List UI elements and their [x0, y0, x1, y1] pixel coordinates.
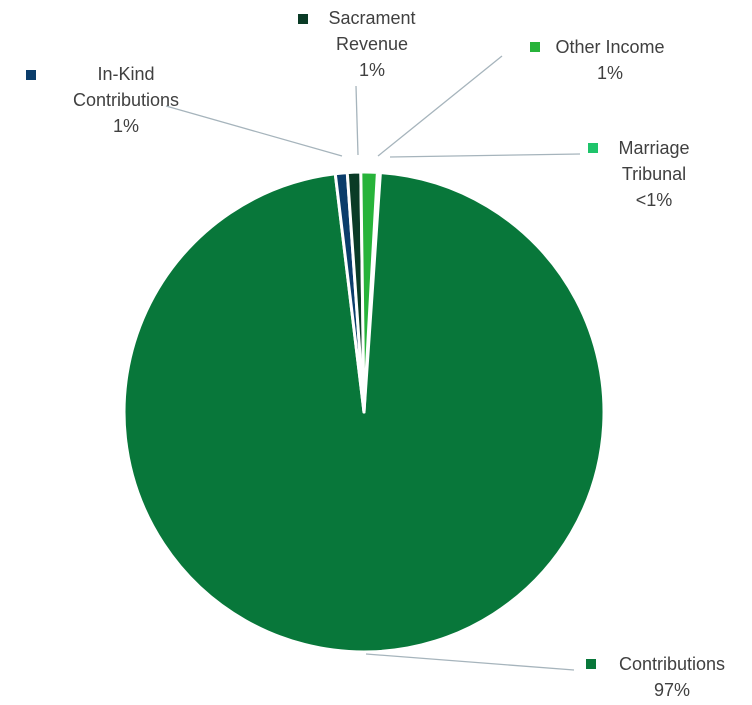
data-label-line: Contributions — [619, 654, 725, 674]
leader-line-sacrament-revenue — [355, 85, 359, 156]
data-label-line: In-Kind — [97, 64, 154, 84]
legend-marker-sacrament-revenue — [298, 14, 308, 24]
data-label-other-income: Other Income 1% — [555, 37, 664, 83]
pie-slice-other-income — [359, 170, 379, 414]
legend-marker-marriage-tribunal — [588, 143, 598, 153]
legend-marker-other-income — [530, 42, 540, 52]
data-label-line: 1% — [113, 116, 139, 136]
data-label-line: <1% — [636, 190, 673, 210]
data-label-line: Sacrament — [328, 8, 415, 28]
data-label-line: 97% — [654, 680, 690, 700]
data-label-line: Revenue — [336, 34, 408, 54]
data-label-line: Contributions — [73, 90, 179, 110]
data-labels: Contributions 97%In-Kind Contributions 1%Sa… — [26, 8, 725, 700]
leader-line-in-kind-contributions — [165, 105, 343, 157]
leader-line-other-income — [377, 55, 503, 157]
leader-line-contributions — [365, 653, 575, 671]
legend-marker-in-kind-contributions — [26, 70, 36, 80]
data-label-line: 1% — [359, 60, 385, 80]
legend-marker-contributions — [586, 659, 596, 669]
data-label-in-kind-contributions: In-Kind Contributions 1% — [73, 64, 179, 136]
data-label-contributions: Contributions 97% — [619, 654, 725, 700]
data-label-line: Marriage — [618, 138, 689, 158]
data-label-line: Other Income — [555, 37, 664, 57]
leader-lines — [165, 55, 581, 671]
leader-line-marriage-tribunal — [389, 153, 581, 158]
data-label-sacrament-revenue: Sacrament Revenue 1% — [328, 8, 415, 80]
data-label-line: 1% — [597, 63, 623, 83]
data-label-line: Tribunal — [622, 164, 686, 184]
pie-slices — [122, 170, 606, 654]
data-label-marriage-tribunal: Marriage Tribunal <1% — [618, 138, 689, 210]
